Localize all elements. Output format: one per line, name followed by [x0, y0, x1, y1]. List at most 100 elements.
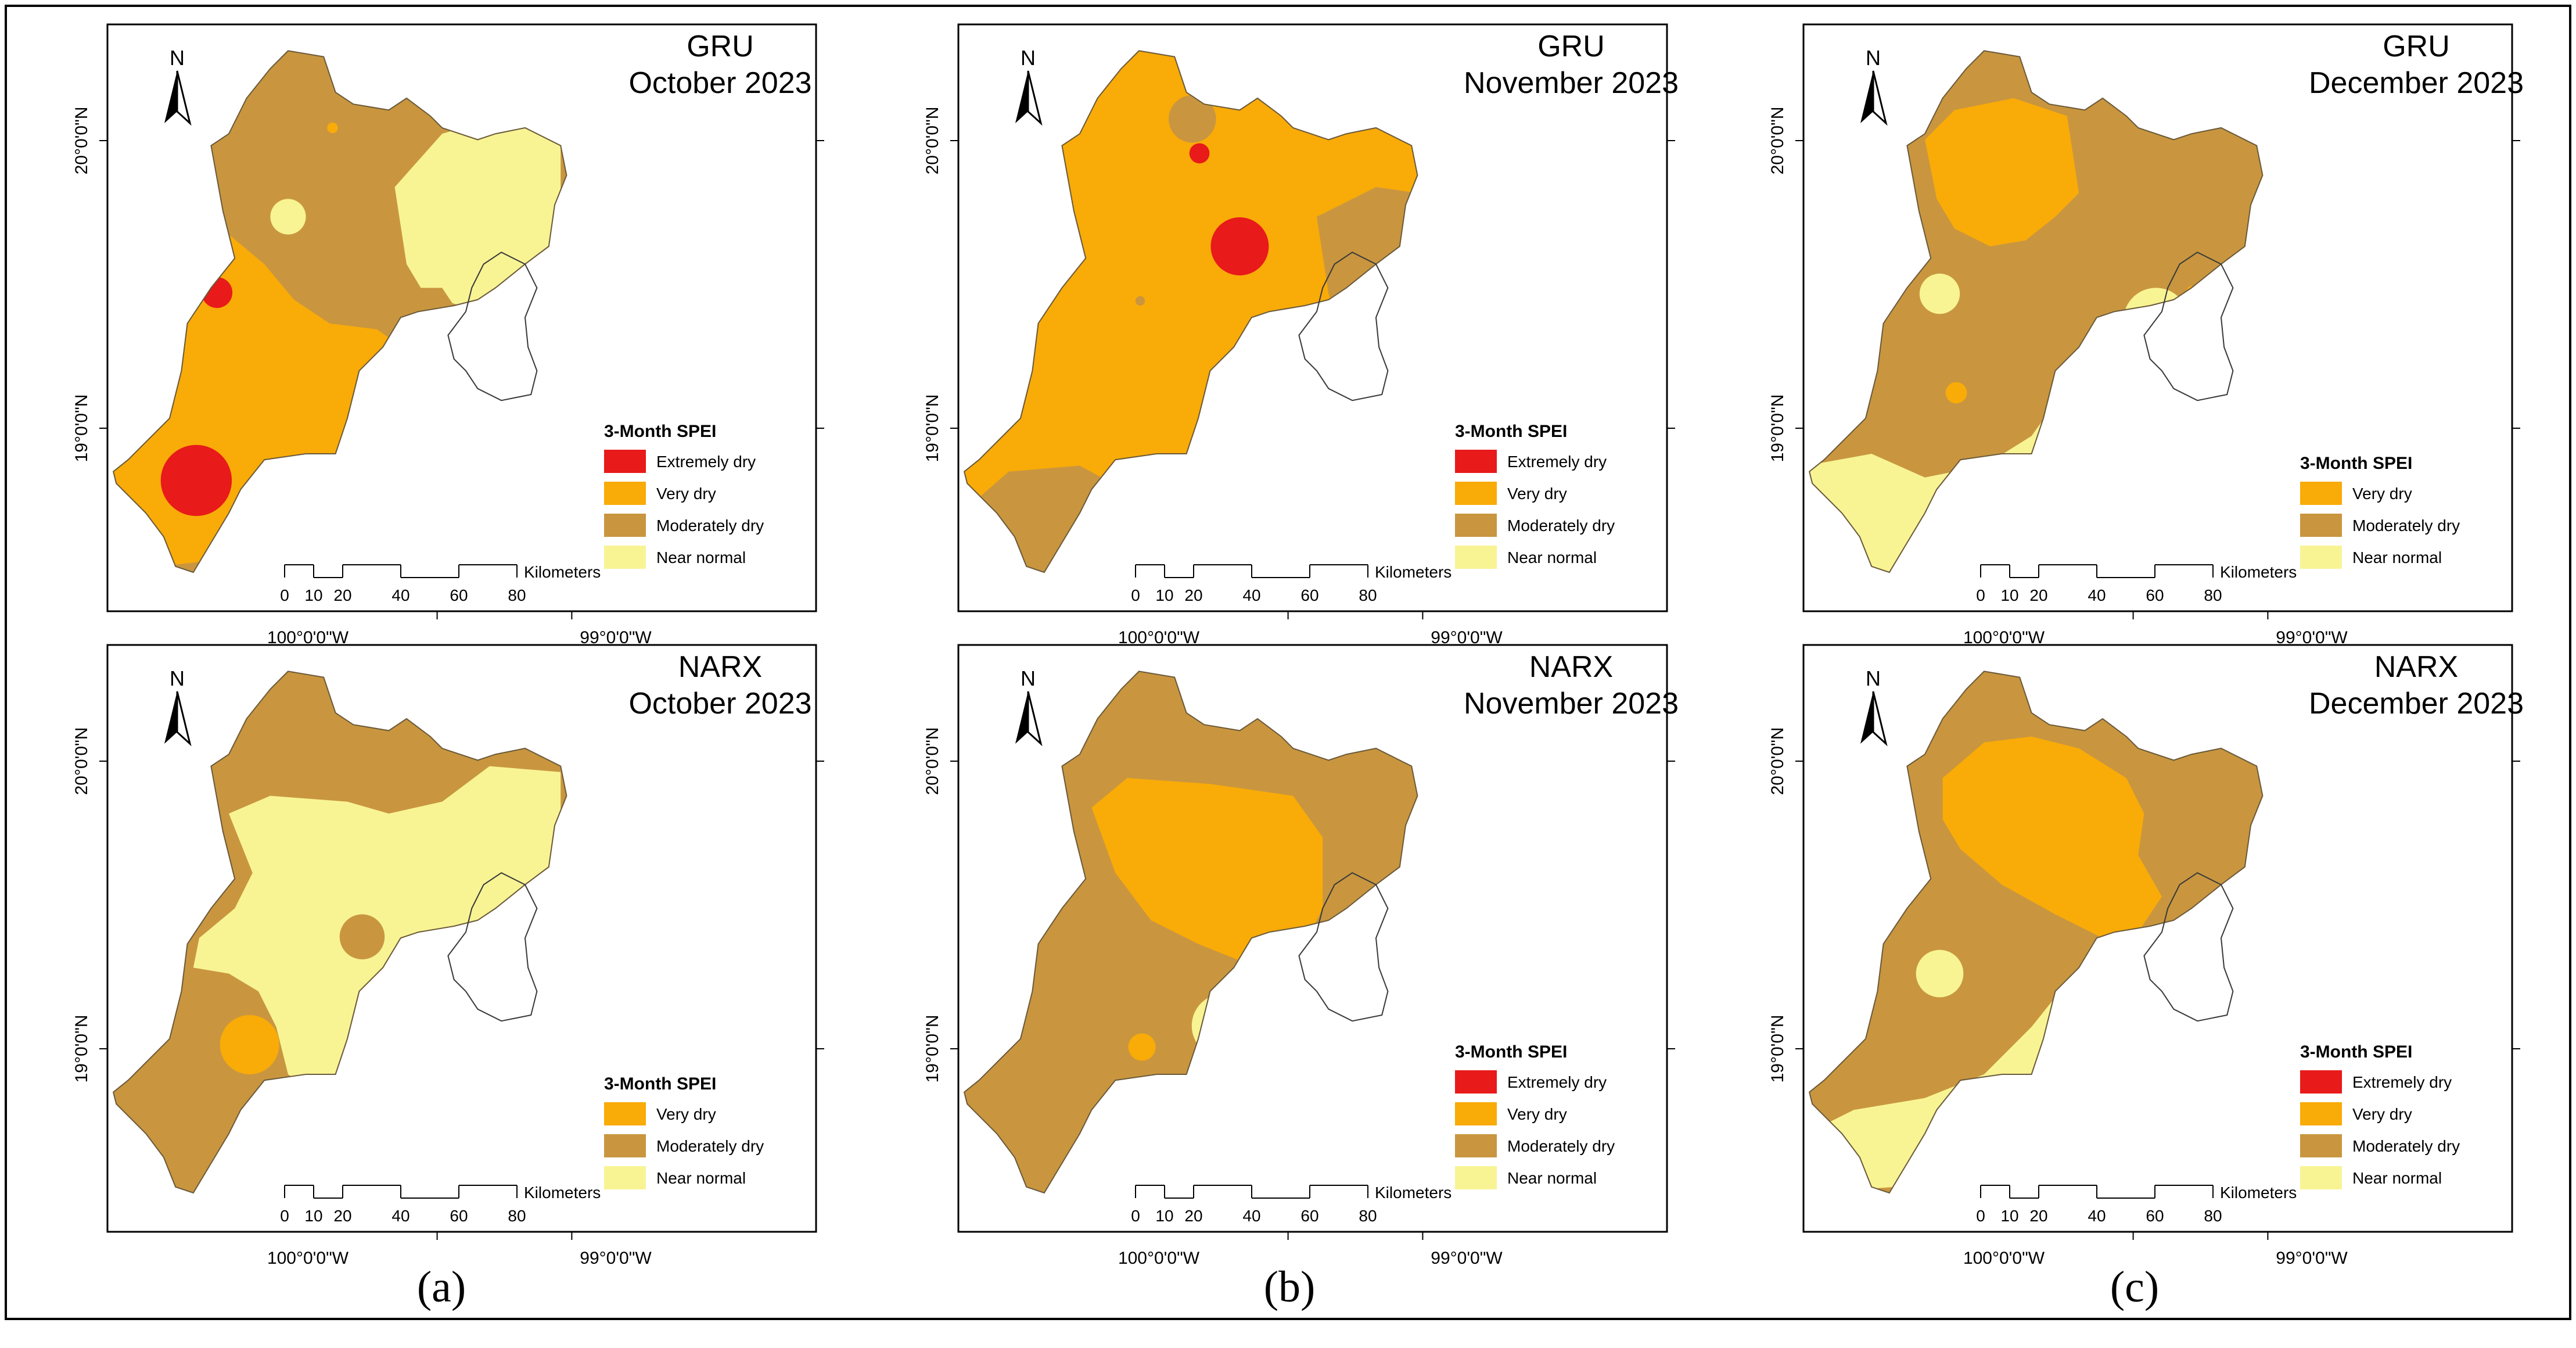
scale-bar: 0 10 20 40 60 80 Kilometers: [1131, 1184, 1452, 1225]
figure-border: [5, 5, 2571, 1320]
latitude-label: 20°0'0"N: [923, 727, 942, 795]
scale-bar-tick: 80: [2204, 1207, 2222, 1225]
legend-label: Very dry: [1507, 485, 1567, 503]
legend-swatch-moderately_dry: [604, 1134, 646, 1157]
longitude-label: 99°0'0"W: [580, 1249, 652, 1268]
scale-bar-tick: 60: [450, 1207, 468, 1225]
latitude-label: 20°0'0"N: [1768, 107, 1787, 175]
scale-bar-tick: 80: [1359, 1207, 1377, 1225]
scale-bar-tick: 60: [2146, 1207, 2164, 1225]
spot-near_normal: [270, 199, 306, 235]
scale-bar-unit: Kilometers: [524, 563, 601, 581]
north-arrow-icon: N: [164, 666, 192, 747]
longitude-label: 100°0'0"W: [1118, 1249, 1200, 1268]
state-boundary: [112, 50, 567, 573]
scale-bar-tick: 80: [2204, 586, 2222, 604]
scale-bar-tick: 20: [333, 1207, 351, 1225]
spot-moderately_dry: [1135, 296, 1145, 306]
spot-near_normal: [1919, 273, 1960, 314]
legend-swatch-extremely_dry: [1455, 1070, 1497, 1094]
legend-label: Very dry: [2352, 485, 2412, 503]
latitude-label: 19°0'0"N: [1768, 1015, 1787, 1083]
spei-legend: 3-Month SPEI Extremely dry Very dry Moderat…: [2300, 1042, 2460, 1189]
spei-legend: 3-Month SPEI Extremely dry Very dry Moderat…: [1455, 422, 1615, 569]
zone-very_dry: [1091, 778, 1323, 968]
scale-bar-unit: Kilometers: [1375, 563, 1452, 581]
zone-very_dry: [1942, 736, 2162, 938]
legend-swatch-near_normal: [604, 1166, 646, 1189]
svg-text:N: N: [170, 46, 185, 70]
scale-bar-unit: Kilometers: [524, 1184, 601, 1202]
scale-bar-tick: 20: [1184, 1207, 1202, 1225]
legend-label: Very dry: [656, 1105, 716, 1123]
spot-very_dry: [1975, 815, 1985, 824]
legend-title: 3-Month SPEI: [604, 1074, 716, 1094]
scale-bar-tick: 20: [333, 586, 351, 604]
legend-swatch-extremely_dry: [604, 450, 646, 473]
svg-text:N: N: [1021, 666, 1036, 690]
legend-label: Moderately dry: [656, 517, 764, 535]
scale-bar-tick: 40: [1242, 586, 1260, 604]
zone-moderately_dry: [1809, 671, 2263, 1193]
scale-bar-unit: Kilometers: [2220, 563, 2297, 581]
panel-month-title: December 2023: [2309, 66, 2524, 100]
legend-label: Moderately dry: [656, 1137, 764, 1155]
zone-very_dry: [964, 51, 1418, 572]
legend-label: Moderately dry: [1507, 1137, 1615, 1155]
latitude-label: 19°0'0"N: [923, 395, 942, 463]
latitude-label: 19°0'0"N: [1768, 395, 1787, 463]
latitude-label: 20°0'0"N: [923, 107, 942, 175]
legend-swatch-moderately_dry: [2300, 1134, 2342, 1157]
district-boundary: [1298, 252, 1389, 401]
legend-label: Extremely dry: [1507, 1073, 1607, 1091]
spot-very_dry: [220, 1015, 279, 1074]
panel-month-title: November 2023: [1464, 687, 1679, 720]
latitude-label: 20°0'0"N: [72, 727, 91, 795]
legend-swatch-very_dry: [1455, 482, 1497, 505]
legend-swatch-extremely_dry: [2300, 1070, 2342, 1094]
scale-bar-tick: 60: [1300, 586, 1318, 604]
legend-label: Near normal: [1507, 548, 1597, 567]
spot-very_dry: [1128, 1033, 1156, 1061]
spot-extremely_dry: [1189, 143, 1210, 164]
spei-legend: 3-Month SPEI Extremely dry Very dry Moderat…: [604, 422, 764, 569]
north-arrow-icon: N: [1860, 46, 1888, 126]
panel-month-title: November 2023: [1464, 66, 1679, 100]
scale-bar-tick: 10: [304, 586, 322, 604]
scale-bar: 0 10 20 40 60 80 Kilometers: [1976, 1184, 2297, 1225]
state-boundary: [963, 50, 1418, 573]
scale-bar-tick: 20: [2029, 586, 2047, 604]
legend-label: Moderately dry: [1507, 517, 1615, 535]
legend-label: Extremely dry: [1507, 453, 1607, 471]
north-arrow-icon: N: [1015, 666, 1043, 747]
district-boundary: [2143, 252, 2234, 401]
scale-bar-tick: 0: [1976, 586, 1985, 604]
legend-swatch-near_normal: [1455, 546, 1497, 569]
panel-model-title: GRU: [1537, 30, 1605, 63]
svg-text:N: N: [170, 666, 185, 690]
spot-moderately_dry: [339, 914, 385, 960]
legend-title: 3-Month SPEI: [2300, 1042, 2412, 1062]
state-boundary: [1808, 50, 2264, 573]
legend-label: Very dry: [656, 485, 716, 503]
scale-bar-tick: 10: [304, 1207, 322, 1225]
panel-model-title: GRU: [687, 30, 754, 63]
spot-extremely_dry: [160, 444, 232, 517]
scale-bar-tick: 80: [1359, 586, 1377, 604]
scale-bar-tick: 40: [1242, 1207, 1260, 1225]
zone-moderately_dry: [1809, 51, 2263, 572]
scale-bar: 0 10 20 40 60 80 Kilometers: [280, 563, 601, 604]
legend-swatch-very_dry: [2300, 1102, 2342, 1125]
north-arrow-icon: N: [1860, 666, 1888, 747]
legend-label: Near normal: [656, 1169, 746, 1187]
legend-label: Very dry: [2352, 1105, 2412, 1123]
scale-bar-tick: 80: [508, 586, 526, 604]
scale-bar-tick: 60: [2146, 586, 2164, 604]
district-boundary: [1298, 872, 1389, 1022]
svg-text:N: N: [1021, 46, 1036, 70]
